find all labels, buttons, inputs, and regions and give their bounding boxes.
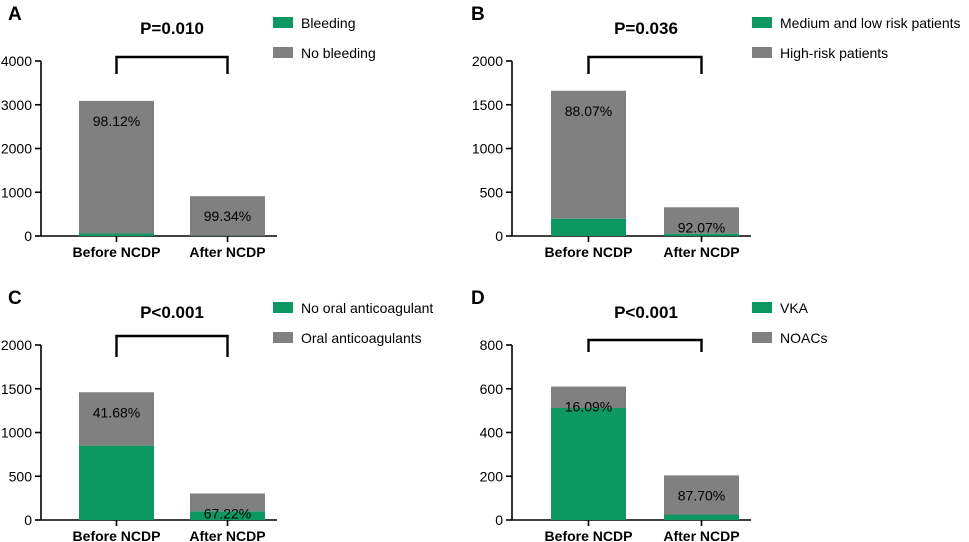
bar-segment-gray <box>551 90 626 219</box>
legend-swatch <box>273 302 293 313</box>
legend-entry: Oral anticoagulants <box>301 330 422 346</box>
bar-segment-gray <box>551 386 626 408</box>
y-tick-label: 0 <box>24 228 32 244</box>
panel-label: B <box>471 4 485 25</box>
significance-bracket <box>115 55 229 74</box>
bar-percentage-label: 67.22% <box>204 505 251 521</box>
bar-segment-gray <box>79 392 154 446</box>
x-category-label: Before NCDP <box>73 528 161 542</box>
legend-entry: Bleeding <box>301 15 356 31</box>
bar-segment-gray <box>664 475 739 515</box>
y-tick-label: 400 <box>480 425 504 441</box>
p-value-label: P=0.010 <box>140 19 204 38</box>
panel-label: A <box>8 4 22 25</box>
significance-bracket <box>587 338 703 352</box>
x-category-label: Before NCDP <box>545 528 633 542</box>
bar-segment-green <box>664 514 739 520</box>
y-tick-label: 0 <box>495 512 503 528</box>
y-tick-label: 800 <box>480 337 504 353</box>
x-category-label: After NCDP <box>189 528 265 542</box>
legend-swatch <box>273 332 293 343</box>
bar-segment-green <box>79 233 154 236</box>
x-category-label: After NCDP <box>663 528 739 542</box>
bar-segment-gray <box>190 493 265 512</box>
bar-percentage-label: 88.07% <box>565 103 612 119</box>
bar-percentage-label: 87.70% <box>678 487 725 503</box>
x-category-label: Before NCDP <box>545 244 633 260</box>
bar-segment-green <box>190 511 265 520</box>
y-tick-label: 4000 <box>1 53 32 69</box>
y-tick-label: 0 <box>24 512 32 528</box>
legend-swatch <box>752 332 772 343</box>
y-tick-label: 500 <box>480 184 504 200</box>
legend-swatch <box>752 302 772 313</box>
panel-c: C 0 500 1000 1500 2000 Before NCDP 41.68% After … <box>1 288 434 542</box>
bar-segment-gray <box>190 196 265 236</box>
p-value-label: P<0.001 <box>140 303 204 322</box>
p-value-label: P<0.001 <box>614 303 678 322</box>
bar-segment-green <box>664 233 739 236</box>
bar-segment-gray <box>79 100 154 234</box>
bar-percentage-label: 92.07% <box>678 219 725 235</box>
y-tick-label: 0 <box>495 228 503 244</box>
bar-segment-gray <box>664 207 739 234</box>
y-tick-label: 3000 <box>1 97 32 113</box>
legend-entry: Medium and low risk patients <box>780 15 961 31</box>
y-tick-label: 500 <box>9 468 33 484</box>
bar-percentage-label: 41.68% <box>93 404 140 420</box>
legend-entry: No bleeding <box>301 45 376 61</box>
y-tick-label: 1500 <box>472 97 503 113</box>
panel-b: B 0 500 1000 1500 2000 Before NCDP 88.07% After … <box>471 4 961 260</box>
bar-segment-green <box>551 218 626 236</box>
legend-swatch <box>752 47 772 58</box>
y-tick-label: 1000 <box>1 184 32 200</box>
y-tick-label: 2000 <box>1 337 32 353</box>
x-category-label: Before NCDP <box>73 244 161 260</box>
bar-percentage-label: 99.34% <box>204 208 251 224</box>
y-tick-label: 1500 <box>1 381 32 397</box>
y-tick-label: 200 <box>480 468 504 484</box>
y-tick-label: 600 <box>480 381 504 397</box>
panel-a: A 0 1000 2000 3000 4000 Before NCDP 98.12% After… <box>1 4 376 260</box>
legend-entry: NOACs <box>780 330 827 346</box>
significance-bracket <box>115 334 229 357</box>
p-value-label: P=0.036 <box>614 19 678 38</box>
panel-d: D 0 200 400 600 800 Before NCDP 16.09% After NCD… <box>471 288 827 542</box>
panel-label: D <box>471 288 485 309</box>
legend-swatch <box>273 47 293 58</box>
legend-swatch <box>752 17 772 28</box>
legend-entry: VKA <box>780 300 809 316</box>
significance-bracket <box>587 55 703 74</box>
y-tick-label: 1000 <box>472 141 503 157</box>
bar-percentage-label: 98.12% <box>93 113 140 129</box>
bar-segment-green <box>79 445 154 520</box>
legend-swatch <box>273 17 293 28</box>
x-category-label: After NCDP <box>663 244 739 260</box>
y-tick-label: 2000 <box>1 141 32 157</box>
bar-segment-green <box>551 408 626 520</box>
panel-label: C <box>8 288 22 309</box>
legend-entry: High-risk patients <box>780 45 888 61</box>
y-tick-label: 1000 <box>1 425 32 441</box>
y-tick-label: 2000 <box>472 53 503 69</box>
bar-percentage-label: 16.09% <box>565 399 612 415</box>
x-category-label: After NCDP <box>189 244 265 260</box>
legend-entry: No oral anticoagulant <box>301 300 433 316</box>
